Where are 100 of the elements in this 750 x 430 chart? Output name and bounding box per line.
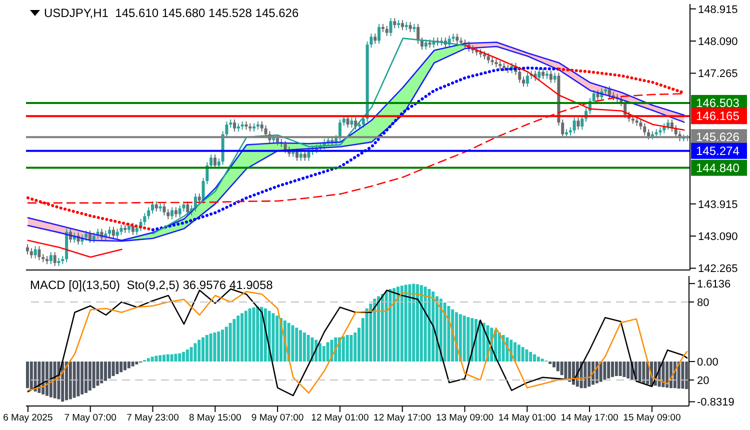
bar [408, 284, 412, 362]
bar [217, 332, 220, 362]
bar [599, 362, 602, 382]
bar [30, 362, 33, 390]
bar [182, 352, 185, 362]
candlestick [580, 115, 584, 130]
candlestick [608, 86, 611, 99]
bar [49, 362, 52, 398]
bar [400, 286, 404, 362]
bar [53, 362, 56, 398]
bar [514, 342, 516, 362]
candlestick [170, 206, 174, 220]
bar [373, 298, 376, 362]
x-tick-label: 8 May 15:00 [189, 412, 242, 424]
candlestick [420, 37, 424, 50]
bar [194, 343, 197, 362]
bar [428, 289, 431, 362]
bar [131, 362, 134, 366]
candlestick [26, 244, 29, 255]
bar [677, 362, 680, 389]
bar [420, 285, 423, 362]
bar [306, 334, 310, 362]
ref-line-label: 146.165 [696, 109, 740, 124]
x-tick-label: 7 May 07:00 [64, 412, 116, 424]
bar [588, 362, 591, 387]
bar [190, 347, 193, 362]
bar [302, 332, 306, 362]
candlestick [178, 204, 182, 218]
candlestick [296, 148, 299, 162]
bar [322, 346, 326, 362]
bar [150, 356, 154, 362]
bar [116, 362, 119, 374]
bar [127, 362, 130, 368]
bar [202, 337, 204, 362]
bar [228, 322, 232, 362]
bar [72, 362, 76, 398]
bar [104, 362, 107, 381]
bar [388, 289, 392, 362]
bar [392, 288, 396, 362]
candlestick [131, 222, 134, 236]
ref-line-label: 145.274 [696, 144, 740, 158]
candlestick [572, 117, 576, 134]
bar [447, 306, 450, 362]
y-tick-label: 0.00 [697, 356, 718, 368]
bar [455, 312, 458, 362]
bar [232, 319, 236, 362]
bar [178, 353, 182, 362]
candlestick [150, 200, 154, 214]
y-tick-label: 143.915 [698, 198, 738, 211]
candlestick [350, 117, 354, 128]
candlestick [213, 154, 216, 170]
bar [244, 310, 248, 362]
bar [498, 332, 501, 362]
bar [256, 306, 260, 362]
bar [326, 342, 330, 362]
bar [299, 330, 302, 362]
bar [65, 362, 68, 400]
bar [424, 286, 427, 362]
bar [158, 355, 162, 362]
candlestick [639, 118, 642, 130]
bar [295, 328, 298, 362]
bar [466, 317, 470, 362]
bar [291, 325, 294, 362]
bar [607, 362, 610, 378]
bar [412, 284, 416, 362]
bar [666, 362, 669, 388]
bar [622, 362, 626, 378]
chart-title: USDJPY,H1 145.610 145.680 145.528 145.626 [44, 6, 299, 20]
bar [618, 362, 622, 376]
bar [533, 354, 536, 362]
bar [224, 326, 228, 362]
candlestick [362, 115, 365, 128]
bar [529, 352, 532, 362]
candlestick [53, 252, 56, 267]
candlestick [408, 21, 412, 33]
candlestick [576, 117, 580, 130]
bar [521, 347, 524, 362]
candlestick [49, 252, 52, 265]
candlestick [538, 68, 541, 82]
bar [350, 334, 353, 362]
candlestick [210, 154, 213, 170]
bar [198, 340, 201, 362]
x-tick-label: 12 May 17:00 [374, 412, 432, 424]
bar [236, 316, 240, 362]
bar [626, 362, 630, 378]
y-tick-label: 148.090 [698, 36, 738, 48]
candlestick [400, 19, 404, 31]
x-tick-label: 14 May 17:00 [560, 412, 618, 424]
y-tick-label: 142.265 [698, 263, 738, 276]
bar [536, 356, 540, 362]
candlestick [284, 140, 287, 154]
bar [170, 354, 174, 362]
bar [154, 356, 158, 362]
bar [84, 362, 88, 393]
bar [396, 286, 400, 362]
candlestick [526, 72, 529, 88]
bar [564, 362, 568, 378]
x-tick-label: 6 May 2025 [3, 412, 53, 424]
candlestick [342, 115, 346, 126]
y-tick-label: 143.090 [698, 230, 738, 243]
